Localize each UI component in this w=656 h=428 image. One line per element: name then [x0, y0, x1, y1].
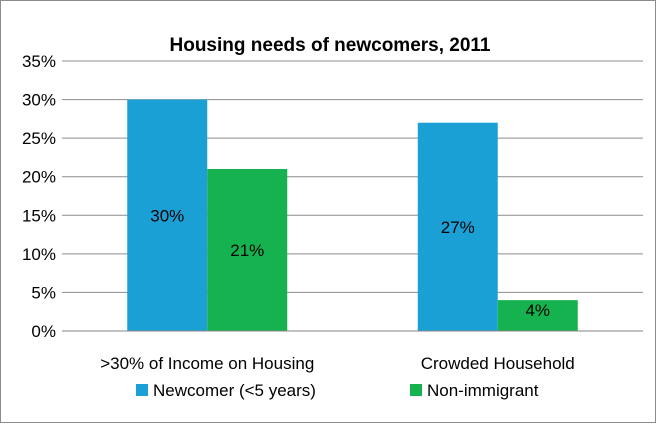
y-tick-label: 35% [22, 52, 56, 71]
data-label: 27% [441, 218, 475, 237]
x-tick-label: >30% of Income on Housing [100, 354, 314, 373]
bar [127, 99, 208, 331]
y-tick-label: 25% [22, 129, 56, 148]
chart-title: Housing needs of newcomers, 2011 [170, 35, 491, 56]
y-tick-label: 0% [31, 322, 56, 341]
legend-label: Non-immigrant [427, 381, 539, 400]
y-tick-label: 30% [22, 91, 56, 110]
y-tick-label: 5% [31, 283, 56, 302]
x-axis-tick-labels: >30% of Income on Housing Crowded Househo… [100, 354, 575, 373]
legend-label: Newcomer (<5 years) [153, 381, 316, 400]
y-tick-label: 10% [22, 245, 56, 264]
title-background [163, 34, 497, 57]
bar [207, 169, 288, 331]
data-label: 21% [230, 241, 264, 260]
y-tick-label: 20% [22, 168, 56, 187]
x-tick-label: Crowded Household [421, 354, 575, 373]
y-axis-tick-labels: 0% 5% 10% 15% 20% 25% 30% 35% [22, 52, 56, 341]
bars [127, 99, 578, 331]
legend-swatch [410, 384, 422, 396]
data-labels: 30% 21% 27% 4% [150, 206, 550, 320]
data-label: 30% [150, 206, 184, 225]
legend-swatch [136, 384, 148, 396]
data-label: 4% [525, 301, 550, 320]
y-tick-label: 15% [22, 206, 56, 225]
bar [497, 300, 578, 331]
bar [417, 122, 498, 331]
legend: Newcomer (<5 years) Non-immigrant [136, 381, 539, 400]
